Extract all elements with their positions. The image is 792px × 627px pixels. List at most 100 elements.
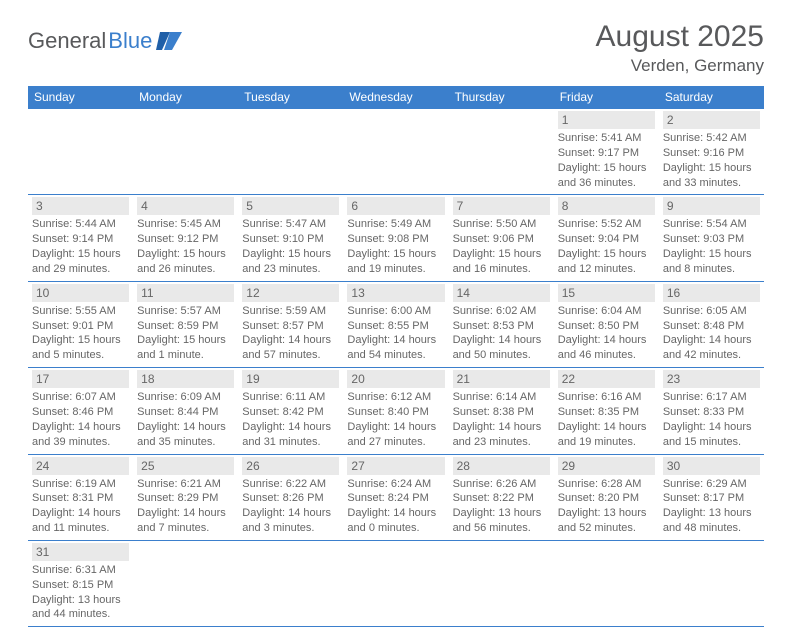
sunrise-text: Sunrise: 5:42 AM — [663, 131, 760, 146]
calendar-day-cell: 8Sunrise: 5:52 AMSunset: 9:04 PMDaylight… — [554, 195, 659, 281]
calendar-day-cell: 10 Sunrise: 5:55 AMSunset: 9:01 PMDayligh… — [28, 281, 133, 367]
calendar-header-row: SundayMondayTuesdayWednesdayThursdayFrid… — [28, 86, 764, 109]
day-number: 25 — [137, 457, 234, 475]
sunrise-text: Sunrise: 6:05 AM — [663, 304, 760, 319]
calendar-day-cell: 25Sunrise: 6:21 AMSunset: 8:29 PMDayligh… — [133, 454, 238, 540]
day-number: 23 — [663, 370, 760, 388]
calendar-day-cell: 2Sunrise: 5:42 AMSunset: 9:16 PMDaylight… — [659, 109, 764, 195]
daylight-text: Daylight: 14 hours — [137, 420, 234, 435]
calendar-day-cell: 12Sunrise: 5:59 AMSunset: 8:57 PMDayligh… — [238, 281, 343, 367]
day-number: 17 — [32, 370, 129, 388]
calendar-day-cell: 13Sunrise: 6:00 AMSunset: 8:55 PMDayligh… — [343, 281, 448, 367]
sunset-text: Sunset: 8:48 PM — [663, 319, 760, 334]
calendar-day-cell: 15Sunrise: 6:04 AMSunset: 8:50 PMDayligh… — [554, 281, 659, 367]
sunrise-text: Sunrise: 6:11 AM — [242, 390, 339, 405]
logo-flag-icon — [156, 32, 182, 50]
daylight-text: Daylight: 14 hours — [242, 333, 339, 348]
calendar-day-cell: 6Sunrise: 5:49 AMSunset: 9:08 PMDaylight… — [343, 195, 448, 281]
sunrise-text: Sunrise: 6:16 AM — [558, 390, 655, 405]
sunset-text: Sunset: 9:01 PM — [32, 319, 129, 334]
calendar-empty-cell — [238, 109, 343, 195]
sunset-text: Sunset: 8:20 PM — [558, 491, 655, 506]
day-number: 19 — [242, 370, 339, 388]
calendar-table: SundayMondayTuesdayWednesdayThursdayFrid… — [28, 86, 764, 627]
day-number: 6 — [347, 197, 444, 215]
calendar-day-cell: 11Sunrise: 5:57 AMSunset: 8:59 PMDayligh… — [133, 281, 238, 367]
daylight-text: Daylight: 14 hours — [347, 333, 444, 348]
col-header: Wednesday — [343, 86, 448, 109]
sunrise-text: Sunrise: 6:02 AM — [453, 304, 550, 319]
sunset-text: Sunset: 8:44 PM — [137, 405, 234, 420]
day-number: 4 — [137, 197, 234, 215]
daylight-text: and 36 minutes. — [558, 176, 655, 191]
calendar-empty-cell — [238, 540, 343, 626]
calendar-day-cell: 17Sunrise: 6:07 AMSunset: 8:46 PMDayligh… — [28, 368, 133, 454]
calendar-empty-cell — [133, 109, 238, 195]
daylight-text: Daylight: 15 hours — [558, 161, 655, 176]
calendar-empty-cell — [343, 109, 448, 195]
sunrise-text: Sunrise: 6:26 AM — [453, 477, 550, 492]
sunrise-text: Sunrise: 5:50 AM — [453, 217, 550, 232]
day-number: 3 — [32, 197, 129, 215]
daylight-text: and 23 minutes. — [242, 262, 339, 277]
calendar-empty-cell — [133, 540, 238, 626]
daylight-text: Daylight: 13 hours — [453, 506, 550, 521]
daylight-text: and 15 minutes. — [663, 435, 760, 450]
daylight-text: and 48 minutes. — [663, 521, 760, 536]
daylight-text: Daylight: 15 hours — [32, 333, 129, 348]
sunrise-text: Sunrise: 6:12 AM — [347, 390, 444, 405]
daylight-text: Daylight: 14 hours — [663, 420, 760, 435]
sunset-text: Sunset: 9:12 PM — [137, 232, 234, 247]
daylight-text: and 0 minutes. — [347, 521, 444, 536]
sunrise-text: Sunrise: 6:14 AM — [453, 390, 550, 405]
daylight-text: Daylight: 15 hours — [137, 333, 234, 348]
daylight-text: and 19 minutes. — [347, 262, 444, 277]
sunset-text: Sunset: 8:33 PM — [663, 405, 760, 420]
sunrise-text: Sunrise: 5:57 AM — [137, 304, 234, 319]
col-header: Sunday — [28, 86, 133, 109]
sunrise-text: Sunrise: 5:55 AM — [32, 304, 129, 319]
daylight-text: and 31 minutes. — [242, 435, 339, 450]
calendar-day-cell: 31Sunrise: 6:31 AMSunset: 8:15 PMDayligh… — [28, 540, 133, 626]
daylight-text: Daylight: 15 hours — [663, 161, 760, 176]
daylight-text: and 3 minutes. — [242, 521, 339, 536]
sunrise-text: Sunrise: 5:49 AM — [347, 217, 444, 232]
daylight-text: and 19 minutes. — [558, 435, 655, 450]
calendar-day-cell: 19Sunrise: 6:11 AMSunset: 8:42 PMDayligh… — [238, 368, 343, 454]
daylight-text: Daylight: 15 hours — [347, 247, 444, 262]
day-number: 18 — [137, 370, 234, 388]
sunrise-text: Sunrise: 6:19 AM — [32, 477, 129, 492]
calendar-day-cell: 23Sunrise: 6:17 AMSunset: 8:33 PMDayligh… — [659, 368, 764, 454]
daylight-text: and 44 minutes. — [32, 607, 129, 622]
daylight-text: and 23 minutes. — [453, 435, 550, 450]
sunset-text: Sunset: 8:55 PM — [347, 319, 444, 334]
daylight-text: and 11 minutes. — [32, 521, 129, 536]
calendar-day-cell: 4Sunrise: 5:45 AMSunset: 9:12 PMDaylight… — [133, 195, 238, 281]
sunset-text: Sunset: 8:26 PM — [242, 491, 339, 506]
sunset-text: Sunset: 9:10 PM — [242, 232, 339, 247]
daylight-text: and 57 minutes. — [242, 348, 339, 363]
day-number: 10 — [32, 284, 129, 302]
calendar-empty-cell — [449, 540, 554, 626]
location: Verden, Germany — [596, 56, 764, 76]
daylight-text: and 56 minutes. — [453, 521, 550, 536]
sunset-text: Sunset: 8:59 PM — [137, 319, 234, 334]
sunrise-text: Sunrise: 5:52 AM — [558, 217, 655, 232]
sunset-text: Sunset: 8:17 PM — [663, 491, 760, 506]
day-number: 22 — [558, 370, 655, 388]
sunrise-text: Sunrise: 6:09 AM — [137, 390, 234, 405]
col-header: Tuesday — [238, 86, 343, 109]
sunrise-text: Sunrise: 5:47 AM — [242, 217, 339, 232]
day-number: 20 — [347, 370, 444, 388]
daylight-text: Daylight: 14 hours — [347, 420, 444, 435]
daylight-text: and 8 minutes. — [663, 262, 760, 277]
calendar-day-cell: 7Sunrise: 5:50 AMSunset: 9:06 PMDaylight… — [449, 195, 554, 281]
sunset-text: Sunset: 8:42 PM — [242, 405, 339, 420]
sunset-text: Sunset: 8:53 PM — [453, 319, 550, 334]
day-number: 26 — [242, 457, 339, 475]
daylight-text: and 5 minutes. — [32, 348, 129, 363]
calendar-week-row: 3Sunrise: 5:44 AMSunset: 9:14 PMDaylight… — [28, 195, 764, 281]
sunrise-text: Sunrise: 6:31 AM — [32, 563, 129, 578]
calendar-day-cell: 9Sunrise: 5:54 AMSunset: 9:03 PMDaylight… — [659, 195, 764, 281]
calendar-day-cell: 26Sunrise: 6:22 AMSunset: 8:26 PMDayligh… — [238, 454, 343, 540]
